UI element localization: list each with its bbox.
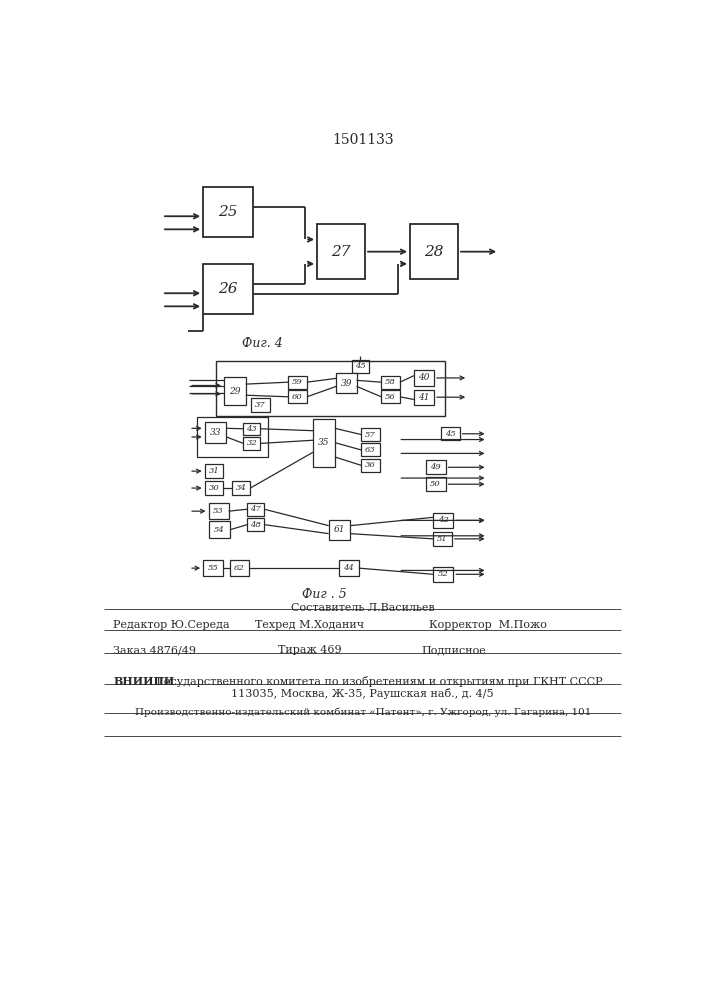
FancyBboxPatch shape — [247, 518, 264, 531]
Text: Составитель Л.Васильев: Составитель Л.Васильев — [291, 603, 435, 613]
Text: Производственно-издательский комбинат «Патент», г. Ужгород, ул. Гагарина, 101: Производственно-издательский комбинат «П… — [134, 707, 591, 717]
FancyBboxPatch shape — [204, 464, 223, 478]
Text: 55: 55 — [208, 564, 218, 572]
Text: 27: 27 — [332, 245, 351, 259]
FancyBboxPatch shape — [441, 427, 460, 440]
FancyBboxPatch shape — [288, 376, 307, 389]
FancyBboxPatch shape — [313, 419, 335, 466]
Text: 113035, Москва, Ж-35, Раушская наб., д. 4/5: 113035, Москва, Ж-35, Раушская наб., д. … — [231, 688, 494, 699]
Text: 33: 33 — [210, 428, 221, 437]
Text: 58: 58 — [385, 378, 396, 386]
Text: 51: 51 — [437, 535, 448, 543]
Text: 37: 37 — [255, 401, 266, 409]
Text: 25: 25 — [218, 205, 238, 219]
Text: 41: 41 — [419, 393, 430, 402]
FancyBboxPatch shape — [203, 560, 223, 576]
Text: 54: 54 — [214, 526, 225, 534]
FancyBboxPatch shape — [251, 398, 270, 412]
Text: Государственного комитета по изобретениям и открытиям при ГКНТ СССР: Государственного комитета по изобретения… — [153, 676, 602, 687]
Text: 52: 52 — [438, 570, 449, 578]
Text: 63: 63 — [365, 446, 376, 454]
FancyBboxPatch shape — [339, 560, 359, 576]
Text: 26: 26 — [218, 282, 238, 296]
Text: 43: 43 — [247, 425, 257, 433]
Text: 48: 48 — [250, 521, 261, 529]
Text: 32: 32 — [247, 439, 257, 447]
FancyBboxPatch shape — [288, 390, 307, 403]
FancyBboxPatch shape — [381, 390, 400, 403]
Text: 42: 42 — [438, 516, 449, 524]
FancyBboxPatch shape — [203, 264, 253, 314]
FancyBboxPatch shape — [426, 477, 445, 491]
FancyBboxPatch shape — [232, 481, 250, 495]
Text: 36: 36 — [365, 461, 376, 469]
FancyBboxPatch shape — [433, 513, 453, 528]
Text: 44: 44 — [344, 564, 354, 572]
Text: 49: 49 — [430, 463, 441, 471]
FancyBboxPatch shape — [361, 443, 380, 456]
Text: 61: 61 — [334, 525, 345, 534]
Text: Техред М.Ходанич: Техред М.Ходанич — [255, 620, 364, 630]
Text: 50: 50 — [430, 480, 441, 488]
Text: Фиг . 5: Фиг . 5 — [303, 588, 347, 601]
Text: Подписное: Подписное — [421, 645, 486, 655]
Text: 40: 40 — [419, 373, 430, 382]
Text: 35: 35 — [318, 438, 329, 447]
FancyBboxPatch shape — [414, 370, 434, 386]
FancyBboxPatch shape — [381, 376, 400, 389]
Text: 57: 57 — [365, 431, 376, 439]
Text: 30: 30 — [209, 484, 219, 492]
FancyBboxPatch shape — [361, 459, 380, 472]
FancyBboxPatch shape — [361, 428, 380, 441]
FancyBboxPatch shape — [203, 187, 253, 237]
Text: 59: 59 — [292, 378, 303, 386]
FancyBboxPatch shape — [433, 532, 452, 546]
Text: Фиг. 4: Фиг. 4 — [243, 337, 283, 350]
FancyBboxPatch shape — [352, 360, 369, 373]
Text: 53: 53 — [214, 507, 224, 515]
Text: 56: 56 — [385, 393, 396, 401]
Text: 45: 45 — [355, 362, 366, 370]
Text: Заказ 4876/49: Заказ 4876/49 — [113, 645, 196, 655]
Text: ВНИИПИ: ВНИИПИ — [113, 676, 175, 687]
FancyBboxPatch shape — [247, 503, 264, 516]
Text: 1501133: 1501133 — [332, 133, 394, 147]
Text: 45: 45 — [445, 430, 456, 438]
FancyBboxPatch shape — [317, 224, 365, 279]
FancyBboxPatch shape — [329, 520, 351, 540]
Text: 29: 29 — [229, 387, 240, 396]
Text: Тираж 469: Тираж 469 — [279, 645, 342, 655]
FancyBboxPatch shape — [243, 423, 260, 435]
FancyBboxPatch shape — [204, 422, 226, 443]
Text: 47: 47 — [250, 505, 261, 513]
FancyBboxPatch shape — [433, 567, 453, 582]
Text: 31: 31 — [209, 467, 219, 475]
FancyBboxPatch shape — [230, 560, 249, 576]
FancyBboxPatch shape — [426, 460, 445, 474]
FancyBboxPatch shape — [410, 224, 458, 279]
FancyBboxPatch shape — [414, 389, 434, 405]
Text: 34: 34 — [235, 484, 247, 492]
Text: 28: 28 — [424, 245, 444, 259]
FancyBboxPatch shape — [224, 377, 246, 405]
FancyBboxPatch shape — [337, 373, 356, 393]
Text: Корректор  М.Пожо: Корректор М.Пожо — [429, 620, 547, 630]
FancyBboxPatch shape — [243, 437, 260, 450]
Text: 39: 39 — [341, 379, 352, 388]
Text: Редактор Ю.Середа: Редактор Ю.Середа — [113, 620, 230, 630]
Text: 60: 60 — [292, 393, 303, 401]
Text: 62: 62 — [234, 564, 245, 572]
FancyBboxPatch shape — [204, 481, 223, 495]
FancyBboxPatch shape — [209, 503, 228, 519]
FancyBboxPatch shape — [209, 521, 230, 538]
